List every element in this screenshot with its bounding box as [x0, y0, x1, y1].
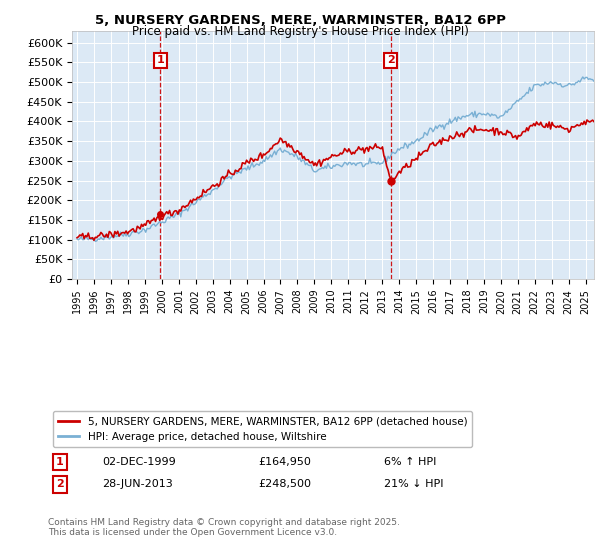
Text: Contains HM Land Registry data © Crown copyright and database right 2025.
This d: Contains HM Land Registry data © Crown c…	[48, 518, 400, 538]
Text: £164,950: £164,950	[258, 457, 311, 467]
Text: 2: 2	[387, 55, 394, 66]
Text: 1: 1	[157, 55, 164, 66]
Legend: 5, NURSERY GARDENS, MERE, WARMINSTER, BA12 6PP (detached house), HPI: Average pr: 5, NURSERY GARDENS, MERE, WARMINSTER, BA…	[53, 411, 472, 447]
Text: 2: 2	[56, 479, 64, 489]
Text: £248,500: £248,500	[258, 479, 311, 489]
Text: 28-JUN-2013: 28-JUN-2013	[102, 479, 173, 489]
Text: 6% ↑ HPI: 6% ↑ HPI	[384, 457, 436, 467]
Text: 02-DEC-1999: 02-DEC-1999	[102, 457, 176, 467]
Text: 1: 1	[56, 457, 64, 467]
Text: Price paid vs. HM Land Registry's House Price Index (HPI): Price paid vs. HM Land Registry's House …	[131, 25, 469, 38]
Text: 21% ↓ HPI: 21% ↓ HPI	[384, 479, 443, 489]
Text: 5, NURSERY GARDENS, MERE, WARMINSTER, BA12 6PP: 5, NURSERY GARDENS, MERE, WARMINSTER, BA…	[95, 14, 505, 27]
